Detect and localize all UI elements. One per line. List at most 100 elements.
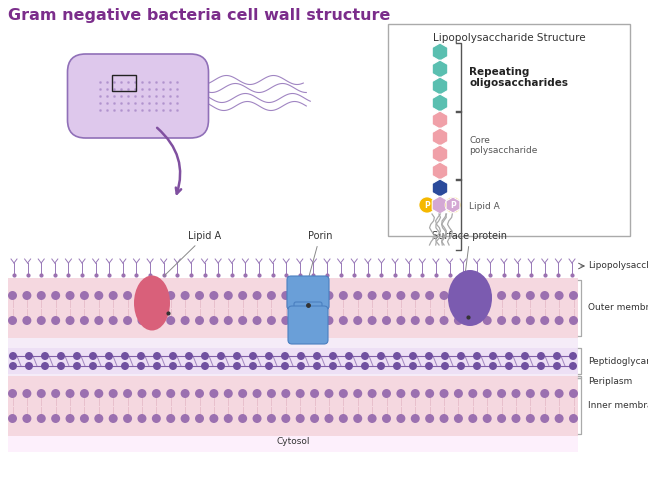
- Circle shape: [439, 316, 448, 325]
- Bar: [8, 278, 578, 338]
- Circle shape: [9, 352, 17, 360]
- Circle shape: [469, 291, 478, 300]
- Text: Surface protein: Surface protein: [432, 231, 507, 272]
- Circle shape: [313, 362, 321, 370]
- Text: Periplasm: Periplasm: [588, 377, 632, 387]
- Circle shape: [238, 291, 247, 300]
- Circle shape: [411, 414, 420, 423]
- Circle shape: [310, 389, 319, 398]
- Circle shape: [555, 389, 564, 398]
- Circle shape: [526, 389, 535, 398]
- Circle shape: [310, 316, 319, 325]
- Circle shape: [73, 362, 81, 370]
- Circle shape: [425, 291, 434, 300]
- Circle shape: [65, 291, 75, 300]
- Text: Repeating
oligosaccharides: Repeating oligosaccharides: [469, 67, 568, 88]
- Circle shape: [353, 316, 362, 325]
- Circle shape: [80, 389, 89, 398]
- Circle shape: [445, 197, 461, 213]
- Circle shape: [195, 291, 204, 300]
- Circle shape: [439, 414, 448, 423]
- Circle shape: [37, 316, 46, 325]
- Circle shape: [367, 389, 376, 398]
- Text: Core
polysaccharide: Core polysaccharide: [469, 136, 537, 155]
- Text: Lipopolysaccharide Structure: Lipopolysaccharide Structure: [433, 33, 585, 43]
- Circle shape: [109, 389, 118, 398]
- Circle shape: [483, 389, 492, 398]
- Circle shape: [167, 389, 175, 398]
- Circle shape: [195, 389, 204, 398]
- Circle shape: [295, 414, 305, 423]
- Circle shape: [224, 291, 233, 300]
- Circle shape: [123, 389, 132, 398]
- Circle shape: [555, 291, 564, 300]
- Circle shape: [137, 352, 145, 360]
- Circle shape: [37, 291, 46, 300]
- Circle shape: [411, 389, 420, 398]
- Circle shape: [345, 352, 353, 360]
- Circle shape: [169, 362, 177, 370]
- Circle shape: [105, 362, 113, 370]
- Circle shape: [489, 362, 497, 370]
- Circle shape: [9, 362, 17, 370]
- Circle shape: [295, 291, 305, 300]
- Circle shape: [41, 362, 49, 370]
- Circle shape: [267, 389, 276, 398]
- Circle shape: [51, 414, 60, 423]
- Circle shape: [367, 291, 376, 300]
- Text: Cytosol: Cytosol: [276, 437, 310, 447]
- Circle shape: [281, 291, 290, 300]
- Circle shape: [169, 352, 177, 360]
- Circle shape: [153, 352, 161, 360]
- Circle shape: [224, 389, 233, 398]
- Circle shape: [425, 389, 434, 398]
- Circle shape: [329, 362, 337, 370]
- Circle shape: [473, 362, 481, 370]
- Circle shape: [425, 362, 433, 370]
- Circle shape: [310, 414, 319, 423]
- Text: Inner membrane: Inner membrane: [588, 402, 648, 410]
- Circle shape: [267, 291, 276, 300]
- Circle shape: [569, 362, 577, 370]
- Circle shape: [95, 389, 103, 398]
- Circle shape: [469, 414, 478, 423]
- Circle shape: [454, 414, 463, 423]
- Circle shape: [249, 352, 257, 360]
- Circle shape: [209, 414, 218, 423]
- Circle shape: [540, 316, 550, 325]
- Circle shape: [181, 291, 190, 300]
- Bar: [8, 376, 578, 436]
- Circle shape: [25, 362, 33, 370]
- Circle shape: [339, 414, 348, 423]
- Circle shape: [8, 414, 17, 423]
- Circle shape: [361, 352, 369, 360]
- Circle shape: [511, 316, 520, 325]
- Circle shape: [238, 414, 247, 423]
- Circle shape: [339, 316, 348, 325]
- Text: Lipopolysaccharide: Lipopolysaccharide: [588, 262, 648, 271]
- Circle shape: [152, 414, 161, 423]
- Circle shape: [419, 197, 435, 213]
- Circle shape: [454, 291, 463, 300]
- Circle shape: [457, 362, 465, 370]
- Circle shape: [313, 352, 321, 360]
- Circle shape: [195, 316, 204, 325]
- Circle shape: [167, 414, 175, 423]
- Circle shape: [325, 414, 334, 423]
- Circle shape: [209, 389, 218, 398]
- Circle shape: [80, 291, 89, 300]
- Circle shape: [457, 352, 465, 360]
- Circle shape: [382, 414, 391, 423]
- Circle shape: [497, 414, 506, 423]
- Circle shape: [361, 362, 369, 370]
- Circle shape: [51, 389, 60, 398]
- Circle shape: [80, 414, 89, 423]
- Circle shape: [233, 362, 241, 370]
- Circle shape: [526, 316, 535, 325]
- Circle shape: [153, 362, 161, 370]
- Circle shape: [253, 389, 262, 398]
- Circle shape: [411, 316, 420, 325]
- Text: P: P: [450, 201, 456, 210]
- Circle shape: [569, 389, 578, 398]
- Text: Peptidoglycan: Peptidoglycan: [588, 356, 648, 365]
